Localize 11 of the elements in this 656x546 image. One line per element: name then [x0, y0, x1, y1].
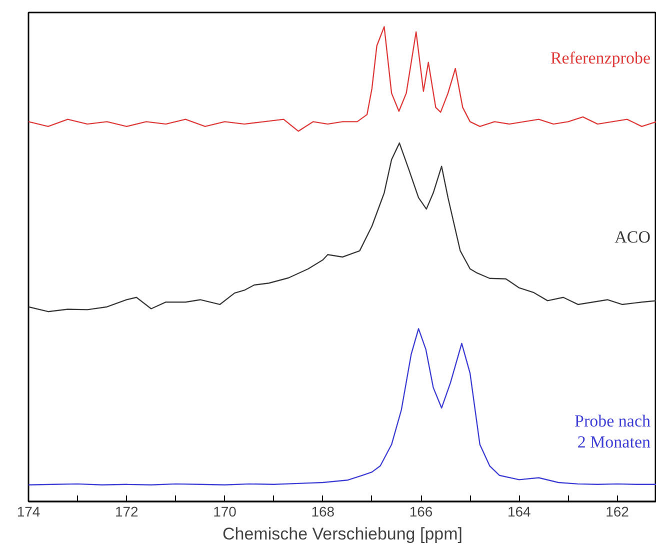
x-tick-label: 166: [409, 504, 433, 520]
text: Referenzprobe: [550, 48, 651, 68]
series-label: Probe nach 2 Monaten: [574, 411, 651, 452]
x-tick-label: 162: [606, 504, 630, 520]
text: ACO: [614, 228, 651, 247]
x-tick-label: 164: [507, 504, 532, 520]
x-tick-label: 174: [16, 504, 40, 520]
x-tick-label: 168: [311, 504, 335, 520]
x-tick-label: 172: [114, 504, 139, 520]
x-tick-label: 170: [213, 504, 237, 520]
x-axis-title: Chemische Verschiebung [ppm]: [222, 524, 463, 544]
